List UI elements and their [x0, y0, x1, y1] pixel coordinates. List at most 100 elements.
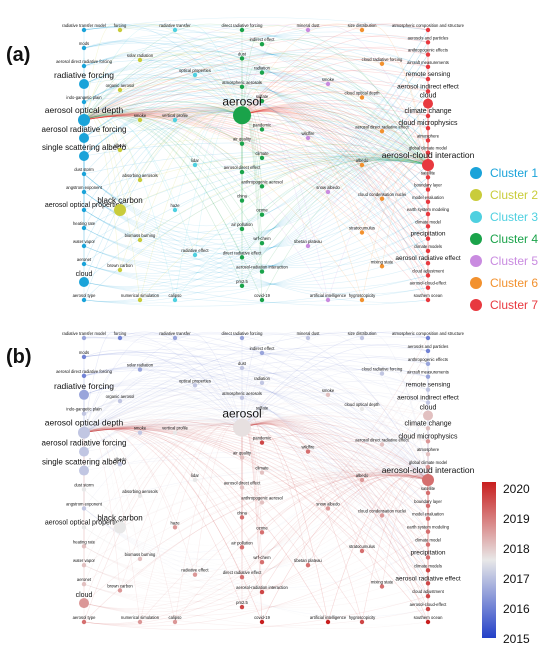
panel-b-node	[239, 545, 245, 550]
panel-b-edge	[83, 389, 429, 468]
panel-b-node	[425, 555, 431, 560]
panel-a-edge	[83, 53, 429, 252]
panel-b-node-label: lidar	[191, 473, 200, 478]
panel-a-node	[81, 243, 87, 249]
panel-b-node	[379, 442, 385, 447]
panel-a-edge	[139, 111, 429, 166]
panel-a-edge	[83, 109, 429, 154]
panel-b-node	[305, 335, 311, 341]
panel-b-node-label: climate	[255, 466, 269, 471]
panel-b-node	[81, 354, 87, 360]
panel-b-edge	[83, 391, 429, 455]
panel-a-node-label: boundary layer	[414, 183, 442, 188]
panel-b-edge	[119, 390, 243, 428]
panel-a-edge	[83, 115, 383, 267]
panel-a-node-label: vertical profile	[162, 113, 189, 118]
panel-a-node	[114, 204, 126, 216]
panel-b-edge	[83, 370, 429, 452]
panel-a-edge	[83, 275, 429, 307]
panel-b-edge	[241, 419, 363, 481]
panel-a-edge	[83, 173, 429, 249]
panel-a-edge	[83, 101, 243, 121]
panel-b-node	[425, 451, 431, 457]
panel-b-edge	[241, 397, 363, 428]
panel-a-edge	[83, 127, 429, 267]
panel-b-edge	[241, 368, 429, 428]
panel-b-edge	[83, 546, 429, 608]
panel-a-edge	[174, 23, 243, 116]
panel-a-edge	[83, 77, 429, 288]
panel-b-node	[81, 487, 87, 492]
panel-b-node-label: calipso	[168, 615, 182, 620]
panel-a-node-label: ozone	[256, 208, 268, 213]
panel-a-node	[425, 297, 431, 303]
panel-b-edge	[361, 464, 429, 481]
panel-a-edge	[83, 108, 429, 141]
panel-a-edge	[83, 77, 429, 166]
panel-a-edge	[83, 191, 429, 267]
panel-b-node-label: smoke	[134, 426, 147, 431]
panel-a-edge	[241, 85, 363, 116]
panel-a-edge	[83, 72, 429, 157]
panel-a-node-label: artificial intelligence	[310, 293, 347, 298]
panel-b-edge	[194, 379, 429, 481]
panel-a-edge	[83, 52, 141, 121]
panel-a-node	[81, 297, 87, 303]
panel-a-node-label: direct radiative effect	[223, 250, 262, 255]
panel-a-node-label: model evaluation	[412, 195, 444, 200]
panel-a-node	[81, 189, 87, 195]
panel-a-edge	[119, 79, 243, 116]
panel-b-node	[239, 395, 245, 400]
panel-a-edge	[83, 23, 309, 121]
panel-b-edge	[83, 402, 429, 567]
panel-b-node-label: aerosol type	[73, 615, 96, 620]
panel-a-edge	[241, 80, 429, 166]
panel-b-node-label: precipitation	[410, 549, 445, 556]
panel-a-node	[259, 297, 265, 303]
panel-a-edge	[83, 63, 263, 121]
panel-a-edge	[241, 69, 429, 116]
panel-a-edge	[83, 109, 243, 229]
panel-a-node-label: optical properties	[179, 68, 211, 73]
panel-b-edge	[83, 423, 243, 623]
panel-b-node	[239, 515, 245, 520]
panel-a-edge	[241, 159, 429, 286]
panel-a-edge	[241, 108, 429, 203]
legend-dot	[470, 233, 482, 245]
panel-a-edge	[83, 115, 429, 276]
panel-b-edge	[83, 406, 429, 481]
panel-b-edge	[241, 470, 429, 518]
panel-a-edge	[119, 83, 429, 166]
panel-b-edge	[83, 422, 121, 465]
panel-b-edge	[381, 367, 429, 481]
panel-b-node	[425, 439, 431, 444]
panel-a-node-label: aerosol-radiation interaction	[236, 265, 288, 270]
panel-a-edge	[83, 101, 243, 121]
panel-a-node	[239, 84, 245, 90]
panel-a-edge	[83, 91, 429, 121]
panel-b-edge	[83, 474, 429, 585]
panel-a-edge	[139, 160, 429, 301]
panel-b-edge	[241, 421, 329, 509]
panel-a-node	[359, 27, 365, 33]
panel-a-edge	[83, 151, 429, 175]
panel-a-edge	[83, 23, 429, 121]
panel-b-node	[359, 335, 365, 341]
panel-b-node-label: aeronet	[77, 577, 92, 582]
panel-b-edge	[174, 475, 429, 623]
panel-a-edge	[361, 90, 429, 166]
panel-b-edge	[139, 364, 429, 481]
panel-a-edge	[241, 52, 429, 166]
panel-a-edge	[83, 109, 243, 211]
panel-b-node	[259, 440, 265, 445]
panel-a-edge	[83, 191, 429, 295]
panel-a-node	[239, 27, 245, 33]
panel-a-node	[192, 72, 198, 78]
panel-a-node-label: haze	[170, 203, 180, 208]
panel-b-edge	[194, 464, 429, 481]
panel-b-node-label: water vapor	[73, 558, 95, 563]
panel-a-node	[117, 147, 123, 153]
panel-b-edge	[83, 425, 329, 509]
panel-a-node	[81, 63, 87, 69]
panel-a-edge	[83, 91, 429, 302]
